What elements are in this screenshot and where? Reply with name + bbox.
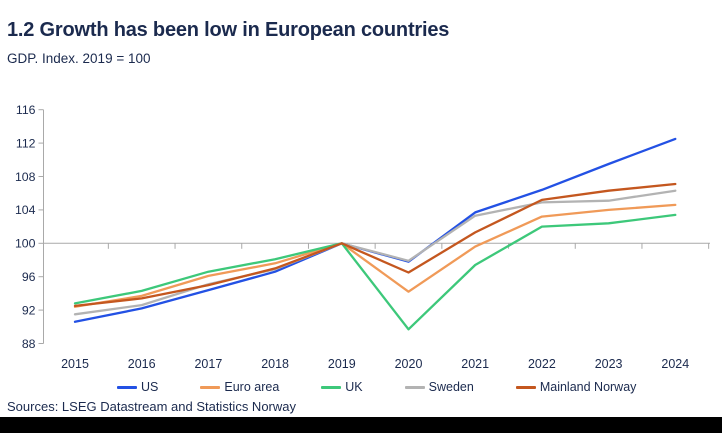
y-axis-tick-label: 92 (22, 303, 36, 317)
y-axis-tick-label: 112 (16, 136, 36, 150)
x-axis-year-label: 2020 (395, 357, 423, 371)
y-axis-tick-label: 88 (22, 337, 36, 351)
series-line-euro-area (73, 203, 677, 308)
chart-legend: US Euro area UK Sweden Mainland Norway (117, 380, 722, 394)
legend-swatch-euro-area (200, 385, 221, 389)
series-line-mainland-norway (73, 182, 677, 308)
legend-item-us: US (117, 380, 158, 394)
x-axis-year-label: 2018 (261, 357, 289, 371)
bottom-black-bar (0, 417, 722, 433)
legend-item-sweden: Sweden (404, 380, 474, 394)
legend-item-uk: UK (321, 380, 363, 394)
x-axis-year-label: 2023 (595, 357, 623, 371)
legend-swatch-uk (321, 385, 342, 389)
x-axis-year-label: 2019 (328, 357, 356, 371)
legend-swatch-mainland-norway (515, 385, 536, 389)
legend-swatch-us (117, 385, 137, 389)
y-axis-tick-label: 108 (15, 170, 36, 184)
legend-item-euro-area: Euro area (200, 380, 279, 394)
x-axis-year-label: 2022 (528, 357, 556, 371)
legend-swatch-sweden (404, 385, 425, 389)
legend-label-sweden: Sweden (428, 380, 474, 394)
series-line-uk (73, 213, 677, 331)
x-axis-year-label: 2024 (661, 357, 689, 371)
legend-label-euro-area: Euro area (224, 380, 280, 394)
series-line-sweden (73, 189, 677, 316)
y-axis-tick-label: 100 (15, 237, 36, 251)
x-axis-year-label: 2021 (461, 357, 489, 371)
x-axis-year-label: 2017 (194, 357, 222, 371)
x-axis-year-label: 2016 (128, 357, 156, 371)
x-axis-year-label: 2015 (61, 357, 89, 371)
legend-item-mainland-norway: Mainland Norway (515, 380, 637, 394)
legend-label-us: US (141, 380, 159, 394)
y-axis-tick-label: 104 (15, 203, 36, 217)
y-axis-tick-label: 116 (16, 103, 36, 117)
y-axis-tick-label: 96 (22, 270, 36, 284)
chart-title: 1.2 Growth has been low in European coun… (7, 19, 450, 41)
sources-note: Sources: LSEG Datastream and Statistics … (7, 399, 297, 414)
chart-subtitle: GDP. Index. 2019 = 100 (7, 51, 151, 66)
legend-label-mainland-norway: Mainland Norway (539, 380, 637, 394)
legend-label-uk: UK (345, 380, 363, 394)
